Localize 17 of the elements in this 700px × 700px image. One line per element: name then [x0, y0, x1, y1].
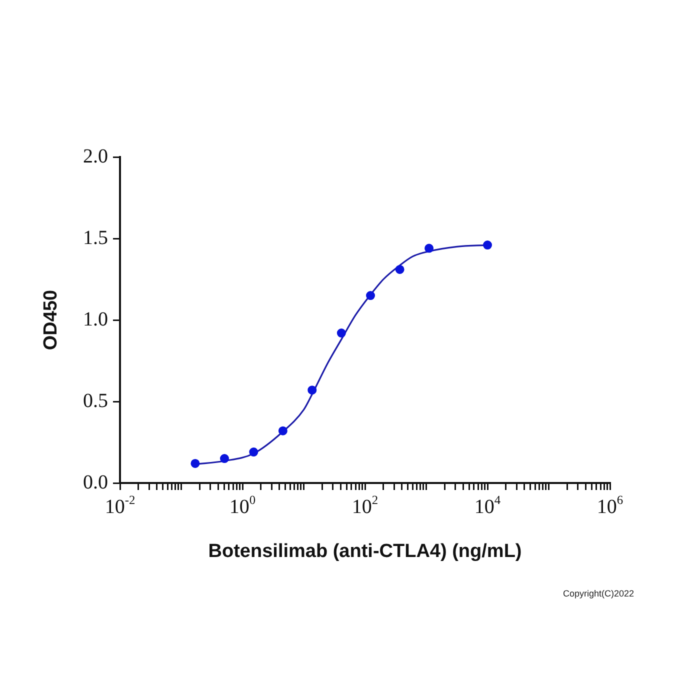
point: [395, 264, 404, 274]
point: [308, 386, 317, 395]
y-axis-title: OD450: [40, 290, 62, 350]
point: [249, 448, 258, 457]
point: [336, 328, 346, 338]
text: Copyright(C)2022: [562, 588, 634, 598]
point: [220, 454, 229, 464]
point: [190, 458, 200, 468]
y-tick-label: 0.0: [83, 471, 108, 494]
x-axis-title: Botensilimab (anti-CTLA4) (ng/mL): [208, 540, 522, 562]
y-tick-label: 0.5: [83, 390, 108, 412]
y-tick-label: 1.5: [83, 226, 108, 249]
point: [278, 426, 288, 436]
y-tick-label: 1.0: [83, 308, 108, 330]
point: [366, 291, 376, 300]
y-tick-label: 2.0: [83, 145, 108, 168]
point: [424, 244, 434, 253]
